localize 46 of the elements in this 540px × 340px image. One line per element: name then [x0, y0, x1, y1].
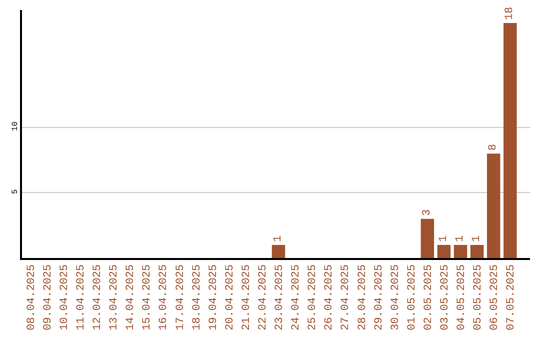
bar [486, 154, 500, 258]
x-tick-label: 24.04.2025 [290, 264, 303, 330]
x-tick-label: 12.04.2025 [92, 264, 104, 330]
bar [470, 244, 484, 258]
bar [504, 23, 517, 258]
bar [437, 244, 451, 258]
x-tick-label: 07.05.2025 [506, 264, 518, 330]
x-tick-label: 25.04.2025 [307, 264, 320, 330]
x-tick-label: 18.04.2025 [191, 264, 204, 330]
x-tick-label: 28.04.2025 [356, 264, 369, 330]
x-tick-label: 05.05.2025 [472, 264, 485, 330]
x-tick-label: 20.04.2025 [224, 264, 236, 330]
bar [454, 244, 468, 258]
bar [272, 244, 286, 258]
x-tick-label: 27.04.2025 [340, 264, 352, 330]
x-tick-label: 02.05.2025 [422, 264, 435, 330]
data-label: 18 [504, 6, 516, 20]
x-tick-label: 09.04.2025 [42, 264, 54, 330]
x-tick-label: 13.04.2025 [108, 264, 121, 330]
data-label: 3 [421, 209, 434, 216]
bar [420, 218, 434, 258]
data-label: 1 [454, 234, 466, 242]
x-tick-label: 08.04.2025 [26, 264, 38, 330]
x-tick-label: 26.04.2025 [324, 264, 336, 330]
x-tick-label: 06.05.2025 [489, 264, 502, 330]
x-tick-label: 01.05.2025 [406, 264, 418, 330]
x-tick-label: 21.04.2025 [240, 264, 253, 330]
x-tick-label: 29.04.2025 [373, 264, 386, 330]
y-tick-label: 10 [10, 121, 20, 132]
x-tick-label: 23.04.2025 [274, 264, 286, 330]
x-tick-label: 17.04.2025 [174, 264, 187, 330]
x-tick-label: 11.04.2025 [75, 264, 88, 330]
x-tick-label: 03.05.2025 [440, 264, 452, 330]
data-label: 1 [272, 234, 284, 242]
data-label: 1 [438, 234, 450, 242]
data-label: 8 [488, 144, 500, 151]
x-tick-label: 22.04.2025 [258, 264, 270, 330]
x-tick-label: 04.05.2025 [456, 264, 468, 330]
x-tick-label: 14.04.2025 [125, 264, 138, 330]
data-label: 1 [471, 234, 484, 242]
x-tick-label: 30.04.2025 [390, 264, 402, 330]
x-tick-label: 16.04.2025 [158, 264, 170, 330]
x-tick-label: 15.04.2025 [142, 264, 154, 330]
x-tick-label: 19.04.2025 [208, 264, 220, 330]
y-tick-label: 5 [10, 188, 20, 194]
x-tick-label: 10.04.2025 [58, 264, 71, 330]
